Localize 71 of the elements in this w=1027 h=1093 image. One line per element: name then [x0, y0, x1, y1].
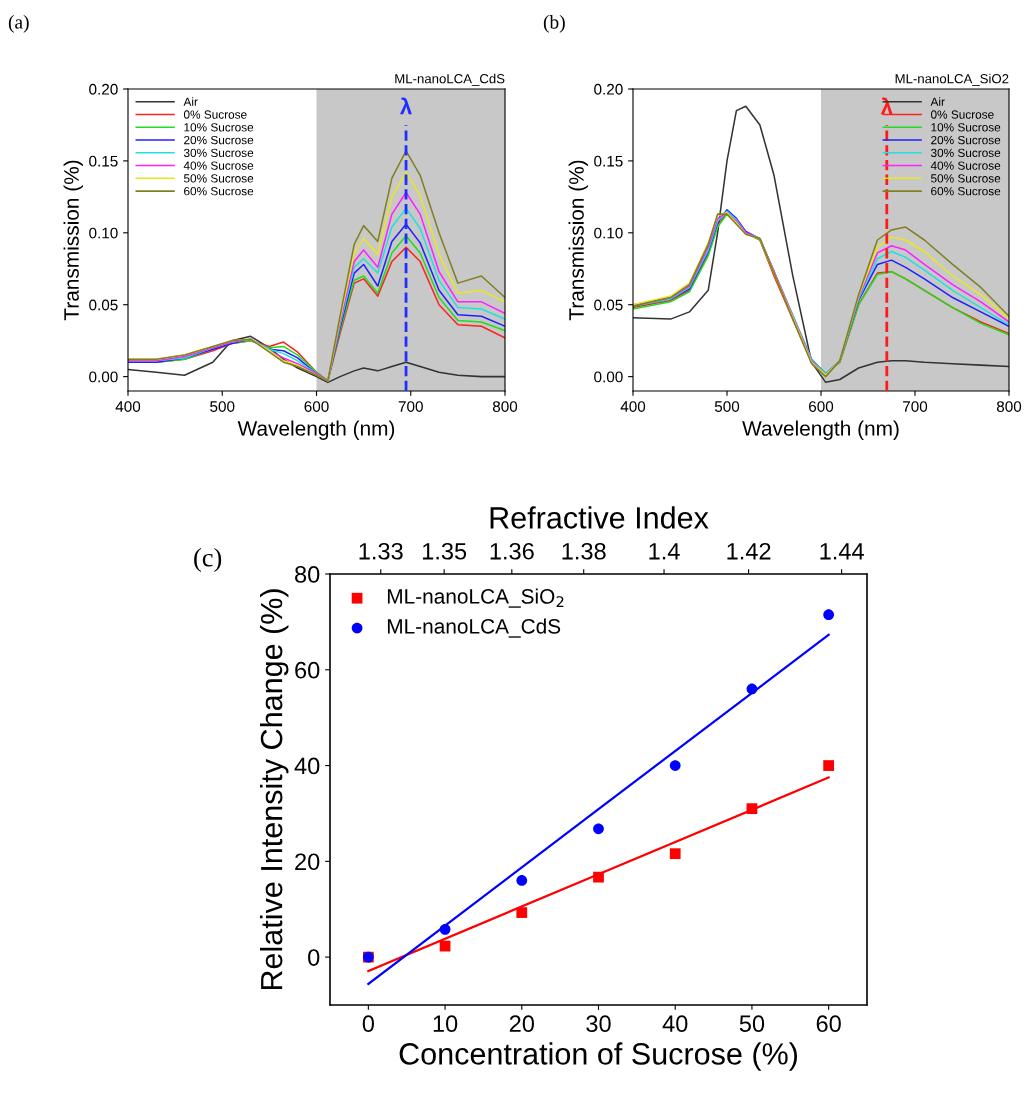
- y-tick-label: 40: [294, 757, 320, 775]
- y-tick-label: 0.20: [594, 83, 623, 95]
- x2-tick-label: 1.42: [727, 542, 771, 560]
- x2-tick-label: 1.33: [359, 542, 403, 560]
- x-tick-label: 500: [210, 401, 235, 412]
- legend-label: 40% Sucrose: [183, 161, 254, 170]
- y-axis-title: Transmission (%): [63, 160, 83, 321]
- y-tick-label: 0.00: [594, 371, 623, 383]
- x2-tick-label: 1.4: [649, 543, 680, 560]
- x-tick-label: 40: [662, 1015, 688, 1033]
- chart-subtitle: ML-nanoLCA_CdS: [395, 73, 505, 86]
- y-tick-label: 80: [295, 566, 320, 583]
- legend-label: 20% Sucrose: [184, 135, 254, 145]
- y-tick-label: 0.20: [89, 83, 118, 95]
- chart-title: (c): [194, 548, 222, 572]
- chart-title: (a): [8, 15, 29, 33]
- x-tick-label: 800: [492, 401, 518, 412]
- legend-label: 60% Sucrose: [184, 187, 254, 196]
- y-tick-label: 0.15: [89, 155, 118, 167]
- legend-label: 20% Sucrose: [931, 135, 1001, 145]
- legend-label: 30% Sucrose: [930, 148, 1001, 158]
- y-axis-title: Transmission (%): [568, 160, 588, 321]
- x2-axis-title: Refractive Index: [490, 506, 709, 529]
- x-axis-title: Wavelength (nm): [237, 420, 395, 440]
- x-tick-label: 600: [809, 401, 834, 412]
- legend-label: 10% Sucrose: [184, 123, 254, 132]
- y-tick-label: 0.00: [89, 371, 118, 383]
- x-axis-title: Wavelength (nm): [742, 420, 899, 440]
- chart-subtitle: ML-nanoLCA_SiO2: [895, 73, 1009, 86]
- x2-tick-label: 1.35: [422, 542, 467, 560]
- x2-tick-label: 1.44: [820, 543, 864, 560]
- legend-label: ML-nanoLCA_SiO$_{2}$: [387, 588, 564, 608]
- ref-line-label: λ: [880, 97, 893, 115]
- x-tick-label: 400: [620, 401, 646, 412]
- legend-label: 0% Sucrose: [183, 110, 247, 119]
- x-axis-title: Concentration of Sucrose (%): [399, 1042, 798, 1071]
- y-tick-label: 0.15: [594, 155, 623, 167]
- x-tick-label: 30: [586, 1015, 611, 1033]
- x-tick-label: 800: [996, 401, 1022, 412]
- legend-label: ML-nanoLCA_CdS: [387, 618, 561, 638]
- y-tick-label: 0.05: [89, 299, 118, 311]
- legend-label: Air: [930, 97, 945, 106]
- x-tick-label: 700: [903, 401, 928, 412]
- y-tick-label: 0: [308, 949, 320, 966]
- legend-label: 50% Sucrose: [183, 174, 254, 183]
- x-tick-label: 20: [509, 1015, 534, 1033]
- chart-title: (b): [543, 15, 565, 33]
- x-tick-label: 60: [816, 1015, 841, 1033]
- legend-label: 0% Sucrose: [930, 110, 994, 119]
- x-tick-label: 50: [739, 1015, 765, 1033]
- x-tick-label: 500: [714, 401, 740, 412]
- x-tick-label: 10: [433, 1015, 458, 1033]
- legend-label: 10% Sucrose: [931, 123, 1001, 132]
- legend-label: 30% Sucrose: [183, 148, 254, 158]
- x-tick-label: 400: [115, 401, 141, 412]
- y-tick-label: 0.05: [594, 299, 623, 311]
- x2-tick-label: 1.38: [562, 542, 606, 560]
- y-tick-label: 20: [295, 853, 320, 871]
- y-tick-label: 0.10: [89, 227, 118, 239]
- legend-label: 40% Sucrose: [930, 161, 1001, 170]
- ref-line-label: λ: [399, 97, 412, 115]
- x-tick-label: 700: [398, 401, 423, 412]
- x-tick-label: 0: [362, 1015, 374, 1033]
- y-tick-label: 0.10: [594, 227, 623, 239]
- x2-tick-label: 1.36: [490, 542, 534, 560]
- legend-label: 60% Sucrose: [931, 187, 1001, 196]
- legend-label: Air: [183, 97, 198, 106]
- legend-label: 50% Sucrose: [930, 174, 1001, 183]
- x-tick-label: 600: [304, 401, 329, 412]
- y-axis-title: Relative Intensity Change (%): [259, 589, 289, 990]
- y-tick-label: 60: [295, 661, 320, 679]
